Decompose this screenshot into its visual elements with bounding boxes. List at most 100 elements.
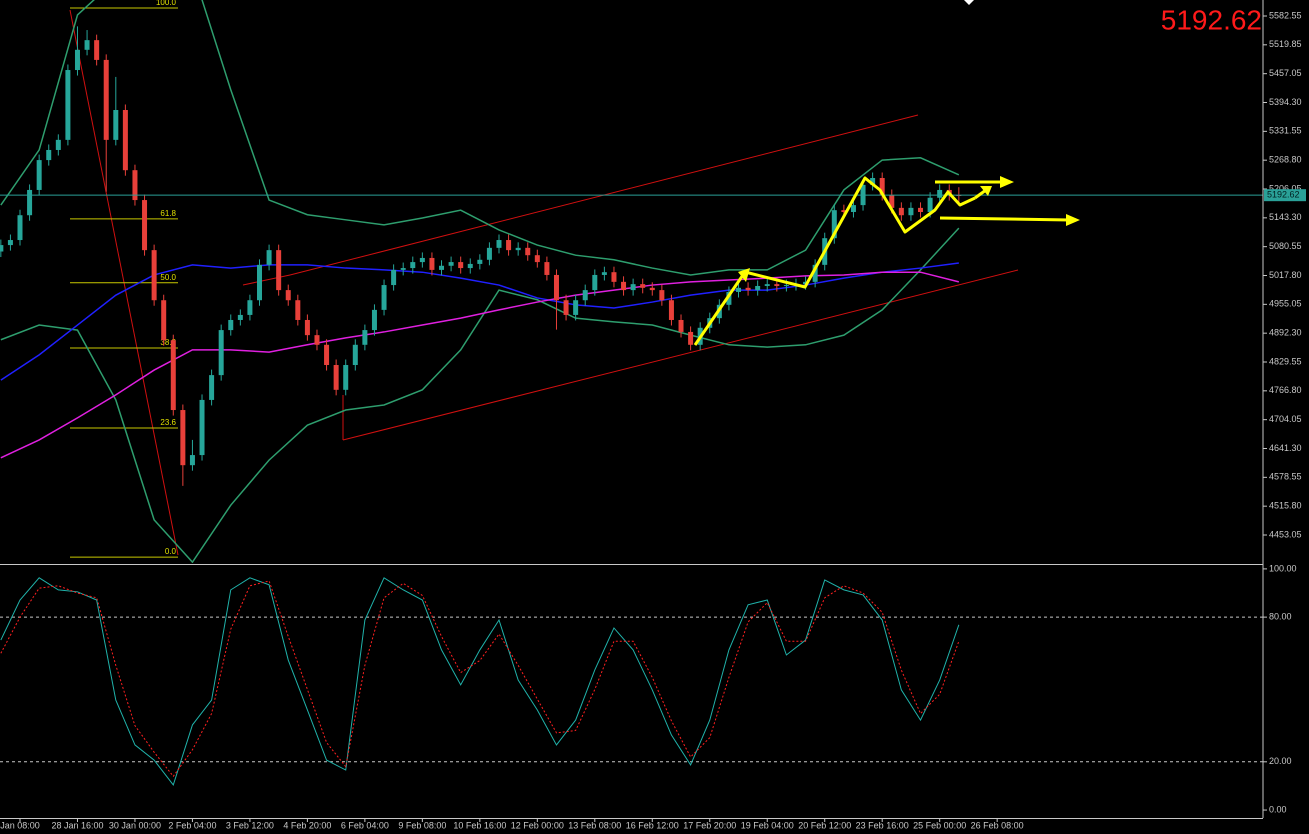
period-marker xyxy=(964,0,974,5)
candle-body xyxy=(850,205,856,213)
candle-body xyxy=(937,189,943,198)
candle-body xyxy=(94,40,100,60)
candle-body xyxy=(218,330,224,376)
arrow-head xyxy=(1000,176,1014,188)
candle-body xyxy=(0,245,4,252)
candle-body xyxy=(563,300,569,315)
indicator-line xyxy=(0,0,960,276)
x-tick-label: 10 Feb 16:00 xyxy=(453,820,506,830)
candle-body xyxy=(304,319,310,336)
x-tick-label: 2 Feb 04:00 xyxy=(168,820,216,830)
y-tick-label: 5519.85 xyxy=(1269,39,1302,49)
candle-body xyxy=(506,240,512,251)
candle-body xyxy=(400,268,406,270)
candle-body xyxy=(324,344,330,366)
price-path-arrow xyxy=(693,176,976,346)
y-tick-label: 5143.30 xyxy=(1269,212,1302,222)
candle-body xyxy=(84,40,90,50)
indicator-line xyxy=(0,271,960,459)
y-tick-label: 5017.80 xyxy=(1269,270,1302,280)
candle-body xyxy=(352,344,358,366)
candle-body xyxy=(314,335,320,345)
x-tick-label: 16 Feb 12:00 xyxy=(626,820,679,830)
candle-body xyxy=(668,300,674,320)
candle-body xyxy=(74,49,80,71)
candle-body xyxy=(831,210,837,239)
candle-body xyxy=(27,189,33,216)
y-tick-label: 4766.80 xyxy=(1269,385,1302,395)
candle-body xyxy=(688,331,694,345)
target-arrow xyxy=(974,188,987,200)
candle-body xyxy=(553,274,559,301)
candle-body xyxy=(132,170,138,201)
candle-body xyxy=(678,319,684,332)
y-tick-label: 5582.55 xyxy=(1269,10,1302,20)
candle-body xyxy=(918,207,924,213)
arrow-head xyxy=(1066,214,1080,226)
oscillator-line xyxy=(0,577,960,787)
candle-body xyxy=(659,290,665,301)
candle-body xyxy=(410,262,416,269)
candle-body xyxy=(467,263,473,269)
y-tick-label: 80.00 xyxy=(1269,611,1292,621)
candle-body xyxy=(736,287,741,292)
candle-body xyxy=(601,272,607,275)
candle-body xyxy=(611,272,617,282)
candle-body xyxy=(515,247,521,251)
candle-body xyxy=(371,309,377,331)
candle-body xyxy=(841,210,847,213)
candle-body xyxy=(783,285,789,287)
candle-body xyxy=(439,265,445,270)
x-tick-label: 30 Jan 00:00 xyxy=(109,820,161,830)
candle-body xyxy=(189,455,195,466)
candle-body xyxy=(170,340,176,411)
x-tick-label: 28 Jan 16:00 xyxy=(51,820,103,830)
candle-body xyxy=(113,109,119,140)
y-tick-label: 4704.05 xyxy=(1269,414,1302,424)
candle-body xyxy=(534,255,540,263)
candle-body xyxy=(927,197,933,213)
y-tick-label: 5268.80 xyxy=(1269,155,1302,165)
price-panel: 100.0 61.8 50.0 38.2 23.6 0.0 xyxy=(0,0,1263,563)
fib-label: 0.0 xyxy=(165,547,177,556)
candle-body xyxy=(755,285,761,291)
candle-body xyxy=(458,262,464,269)
candle-body xyxy=(774,284,780,286)
arrow-head xyxy=(738,268,750,282)
candle-body xyxy=(17,215,23,241)
y-tick-label: 4453.05 xyxy=(1269,529,1302,539)
y-tick-label: 5394.30 xyxy=(1269,97,1302,107)
candle-body xyxy=(391,269,397,286)
x-tick-label: 23 Feb 16:00 xyxy=(856,820,909,830)
stochastic-panel xyxy=(0,577,1263,787)
x-tick-label: 25 Feb 00:00 xyxy=(913,820,966,830)
candle-body xyxy=(898,207,904,216)
y-tick-label: 4955.05 xyxy=(1269,299,1302,309)
candle-body xyxy=(496,240,502,248)
candle-body xyxy=(247,300,253,315)
candle-body xyxy=(544,262,550,275)
candle-body xyxy=(55,139,61,150)
candle-body xyxy=(65,70,71,140)
candle-body xyxy=(592,274,598,291)
candle-body xyxy=(237,314,243,320)
candle-body xyxy=(448,262,454,266)
y-tick-label: 4515.80 xyxy=(1269,501,1302,511)
candle-body xyxy=(276,250,282,291)
candle-body xyxy=(908,207,914,216)
candle-body xyxy=(151,250,157,301)
x-tick-label: 3 Feb 12:00 xyxy=(226,820,274,830)
candle-body xyxy=(161,300,167,341)
y-tick-label: 5206.05 xyxy=(1269,183,1302,193)
candle-body xyxy=(429,257,435,270)
x-tick-label: 17 Feb 20:00 xyxy=(683,820,736,830)
fib-label: 50.0 xyxy=(160,273,176,282)
candle-body xyxy=(199,399,205,456)
x-tick-label: 13 Feb 08:00 xyxy=(568,820,621,830)
candle-body xyxy=(333,365,339,390)
candle-body xyxy=(142,200,148,251)
candle-body xyxy=(486,247,492,260)
channel-start xyxy=(242,274,291,286)
